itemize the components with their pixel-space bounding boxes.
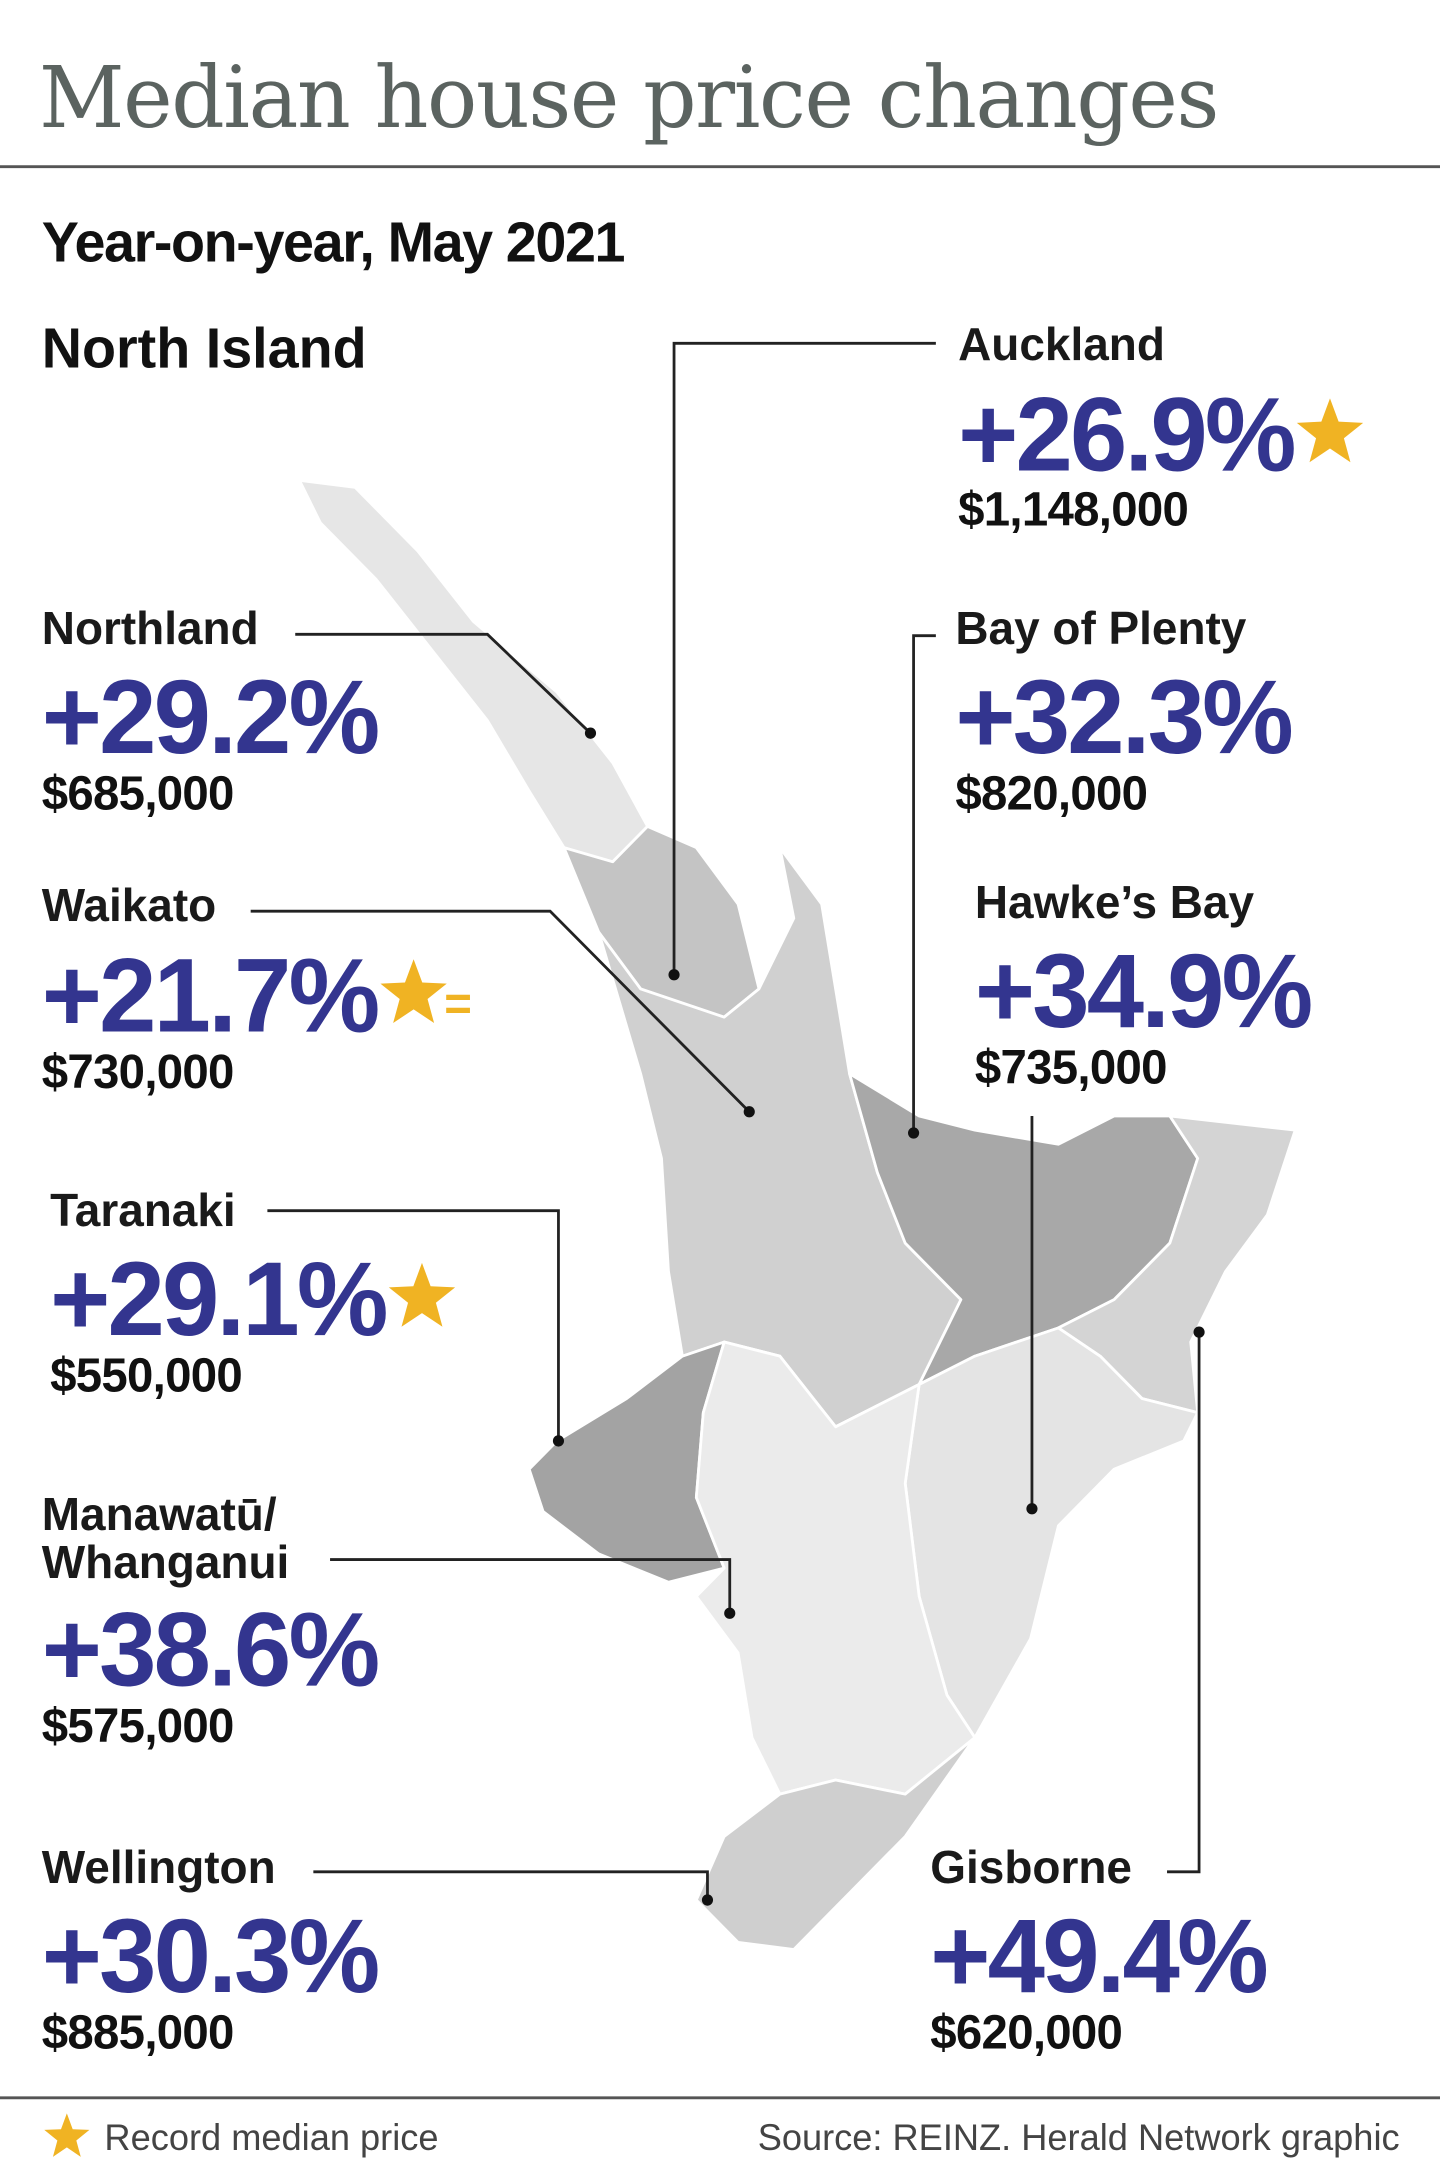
- region-price: $575,000: [42, 1700, 234, 1753]
- record-star: [1296, 398, 1364, 463]
- leader-line: [250, 909, 751, 1113]
- leader-dot: [552, 1435, 565, 1447]
- title: Median house price changes: [39, 49, 1218, 148]
- region-name: Auckland: [958, 318, 1165, 370]
- legend-label: Record median price: [104, 2117, 438, 2158]
- wellington-region: [694, 1736, 977, 1951]
- island-label: North Island: [42, 316, 367, 379]
- leader-dot: [1026, 1503, 1038, 1515]
- region-name: Gisborne: [930, 1841, 1132, 1893]
- leader-line: [1167, 1332, 1201, 1874]
- leader-line: [295, 632, 592, 735]
- region-change: +29.1%: [50, 1240, 386, 1357]
- leader-dot: [668, 969, 680, 981]
- auckland-region: [562, 825, 761, 1019]
- region-price: $685,000: [42, 767, 234, 820]
- source: Source: REINZ. Herald Network graphic: [758, 2117, 1400, 2158]
- leader-line: [267, 1209, 560, 1441]
- region-change: +32.3%: [955, 658, 1291, 775]
- region-name: Northland: [42, 602, 259, 654]
- leader-dot: [743, 1106, 755, 1118]
- region-name: Bay of Plenty: [955, 602, 1246, 654]
- region-price: $820,000: [955, 767, 1147, 820]
- map: [298, 478, 1297, 1951]
- subtitle: Year-on-year, May 2021: [42, 210, 625, 273]
- region-change: +29.2%: [42, 658, 378, 775]
- leader-dot: [724, 1607, 736, 1619]
- leader-dot: [584, 727, 597, 739]
- region-price: $885,000: [42, 2006, 234, 2059]
- region-name: Taranaki: [50, 1184, 236, 1236]
- leader-lines: [250, 341, 1205, 1906]
- leader-dot: [701, 1894, 714, 1906]
- leader-line: [912, 634, 936, 1133]
- region-name: Hawke’s Bay: [975, 876, 1254, 928]
- leader-line: [672, 341, 936, 975]
- leader-dot: [1193, 1326, 1205, 1338]
- region-change: +26.9%: [958, 376, 1294, 493]
- region-change: +49.4%: [930, 1897, 1266, 2014]
- leader-line: [313, 1870, 709, 1901]
- region-price: $735,000: [975, 1041, 1167, 1094]
- region-change: +38.6%: [42, 1591, 378, 1708]
- record-star: [388, 1262, 456, 1327]
- region-price: $620,000: [930, 2006, 1122, 2059]
- region-price: $730,000: [42, 1045, 234, 1098]
- legend-star: [44, 2113, 90, 2157]
- region-price: $550,000: [50, 1349, 242, 1402]
- record-note: =: [444, 978, 472, 1031]
- region-price: $1,148,000: [958, 483, 1188, 536]
- region-change: +30.3%: [42, 1897, 378, 2014]
- region-name: Manawatū/: [42, 1488, 277, 1540]
- region-change: +34.9%: [975, 932, 1311, 1049]
- region-name: Waikato: [42, 879, 216, 931]
- record-star: [380, 959, 447, 1024]
- region-name: Whanganui: [42, 1536, 290, 1588]
- leader-dot: [908, 1127, 920, 1139]
- leader-line: [330, 1558, 732, 1614]
- region-change: +21.7%: [42, 937, 378, 1054]
- region-name: Wellington: [42, 1841, 276, 1893]
